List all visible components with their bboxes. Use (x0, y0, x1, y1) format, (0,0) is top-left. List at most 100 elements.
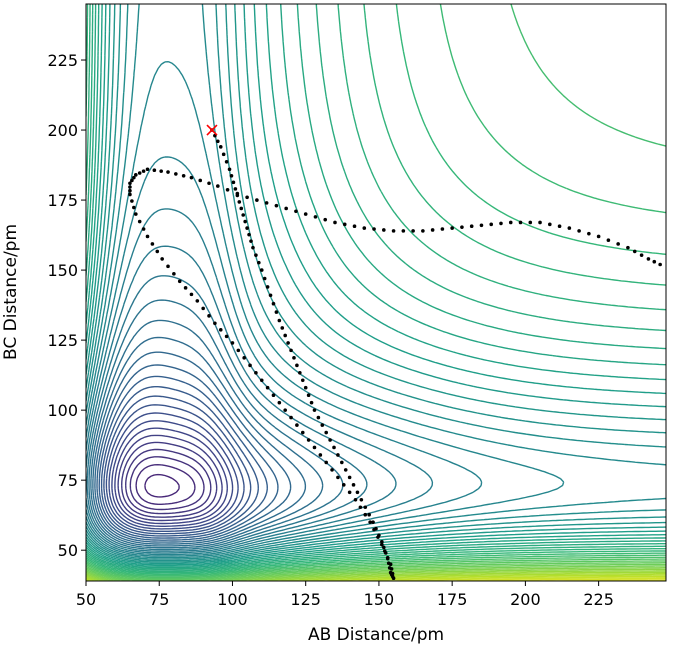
trajectory-point (235, 191, 240, 196)
trajectory-point (245, 195, 249, 200)
contour-line (100, 386, 259, 537)
trajectory-point (372, 527, 376, 532)
contour-line (86, 4, 666, 559)
contour-line (86, 556, 666, 579)
trajectory-point (646, 257, 651, 261)
x-tick-label: 175 (437, 590, 468, 609)
trajectory-point (312, 445, 317, 450)
contour-line (86, 4, 666, 577)
trajectory-point (213, 321, 217, 326)
trajectory-point (528, 220, 533, 225)
trajectory-point (652, 259, 657, 264)
trajectory-point (132, 175, 136, 180)
trajectory-point (286, 341, 290, 345)
trajectory-point (271, 301, 276, 306)
trajectory-point (548, 222, 552, 227)
trajectory-point (271, 393, 276, 398)
trajectory-point (538, 220, 542, 225)
contour-line (86, 4, 666, 570)
trajectory-point (391, 229, 396, 233)
trajectory-point (596, 234, 601, 239)
trajectory-point (183, 286, 188, 290)
trajectory-point (401, 229, 406, 233)
trajectory-point (265, 285, 270, 289)
trajectory-point (233, 187, 238, 191)
trajectory-point (245, 226, 249, 230)
contour-line (86, 563, 666, 581)
trajectory-point (130, 199, 134, 203)
trajectory-point (318, 453, 323, 457)
trajectory-point (218, 145, 223, 149)
trajectory-point (239, 206, 244, 211)
trajectory-point (181, 173, 186, 178)
trajectory-point (430, 228, 435, 232)
trajectory-point (343, 468, 348, 472)
trajectory-point (313, 215, 318, 219)
trajectory-point (355, 490, 360, 495)
trajectory-point (283, 333, 287, 338)
trajectory-point (367, 512, 371, 517)
trajectory-point (251, 245, 255, 250)
trajectory-point (225, 187, 230, 192)
trajectory-point (567, 226, 572, 230)
trajectory-point (145, 234, 150, 239)
trajectory-point (294, 209, 298, 214)
x-tick-label: 125 (290, 590, 321, 609)
contour-line (98, 375, 268, 539)
trajectory-point (195, 299, 200, 303)
trajectory-point (388, 562, 393, 566)
trajectory-point (347, 490, 352, 495)
trajectory-point (155, 249, 160, 254)
y-tick-label: 175 (47, 191, 78, 210)
trajectory-point (137, 219, 142, 224)
trajectory-point (230, 341, 235, 345)
trajectory-point (382, 228, 386, 232)
trajectory-point (298, 370, 302, 375)
trajectory-point (207, 181, 211, 186)
contour-line (86, 61, 565, 557)
trajectory-point (389, 567, 394, 571)
trajectory-point (264, 201, 269, 205)
trajectory-point (336, 475, 340, 480)
trajectory-point (391, 576, 396, 580)
trajectory-point (295, 363, 299, 368)
contour-line (86, 4, 666, 573)
trajectory-point (257, 260, 261, 265)
trajectory-point (207, 314, 211, 318)
trajectory-point (341, 483, 346, 487)
trajectory-point (411, 229, 415, 233)
trajectory-point (152, 168, 157, 172)
x-axis-ticks: 50 75 100 125 150 175 200 225 (76, 581, 614, 609)
contour-line (86, 4, 666, 560)
trajectory-point (508, 220, 513, 225)
contour-line (86, 573, 666, 581)
contour-line (88, 299, 344, 549)
trajectory-point (440, 227, 445, 231)
contour-line (86, 558, 666, 580)
trajectory-point (479, 223, 484, 228)
trajectory-point (371, 520, 375, 524)
trajectory-point (247, 232, 251, 237)
contour-line (86, 568, 666, 581)
x-tick-label: 225 (583, 590, 614, 609)
trajectory-point (382, 545, 386, 550)
y-axis-ticks: 50 75 100 125 150 175 200 225 (47, 51, 86, 560)
trajectory-point (632, 249, 637, 254)
trajectory-point (330, 468, 334, 472)
contour-line (92, 336, 307, 545)
contour-line (86, 567, 666, 581)
x-axis-label: AB Distance/pm (308, 625, 444, 645)
trajectory-point (277, 318, 282, 323)
trajectory-point (658, 262, 662, 267)
trajectory-point (249, 239, 253, 243)
trajectory-point (218, 328, 223, 332)
trajectory-point (243, 219, 247, 224)
start-marker (206, 124, 218, 136)
trajectory-point (130, 178, 134, 183)
trajectory-point (172, 272, 176, 276)
contour-line (86, 4, 666, 569)
trajectory-point (262, 276, 267, 281)
y-tick-label: 125 (47, 331, 78, 350)
trajectory-point (174, 172, 178, 176)
